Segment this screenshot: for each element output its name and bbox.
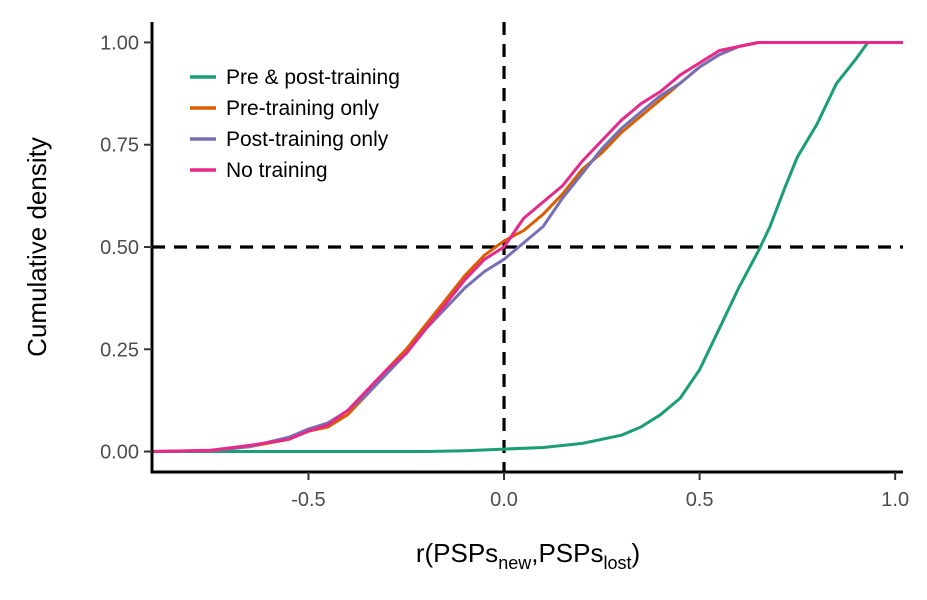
reference-lines — [152, 22, 903, 472]
series-line-4 — [151, 41, 903, 453]
x-axis-title-sep: ,PSPs — [531, 538, 603, 568]
y-axis-title: Cumulative density — [22, 137, 52, 357]
x-tick-label: 0.5 — [686, 489, 714, 511]
legend: Pre & post-training Pre-training only Post… — [190, 66, 400, 182]
legend-label-3: Post-training only — [226, 128, 389, 151]
x-tick-label: -0.5 — [291, 489, 325, 511]
y-tick-label: 0.50 — [100, 237, 139, 259]
y-tick-label: 0.25 — [100, 339, 139, 361]
x-tick-label: 1.0 — [881, 489, 909, 511]
y-tick-label: 1.00 — [100, 32, 139, 54]
x-axis-title: r(PSPsnew,PSPslost) — [416, 538, 640, 573]
legend-label-4: No training — [226, 159, 328, 182]
y-axis-ticks: 0.00 0.25 0.50 0.75 1.00 — [100, 32, 152, 464]
y-tick-label: 0.75 — [100, 135, 139, 157]
y-tick-label: 0.00 — [100, 442, 139, 464]
series-line-3 — [151, 41, 903, 453]
x-axis-title-sub-lost: lost — [603, 553, 631, 573]
series-layer — [151, 41, 903, 453]
legend-label-1: Pre & post-training — [226, 66, 400, 89]
x-axis-title-sub-new: new — [498, 553, 532, 573]
x-axis-ticks: -0.5 0.0 0.5 1.0 — [291, 472, 909, 511]
x-axis-title-end: ) — [631, 538, 640, 568]
legend-label-2: Pre-training only — [226, 97, 379, 120]
x-tick-label: 0.0 — [490, 489, 518, 511]
x-axis-title-main: r(PSPs — [416, 538, 498, 568]
series-line-1 — [152, 41, 903, 453]
